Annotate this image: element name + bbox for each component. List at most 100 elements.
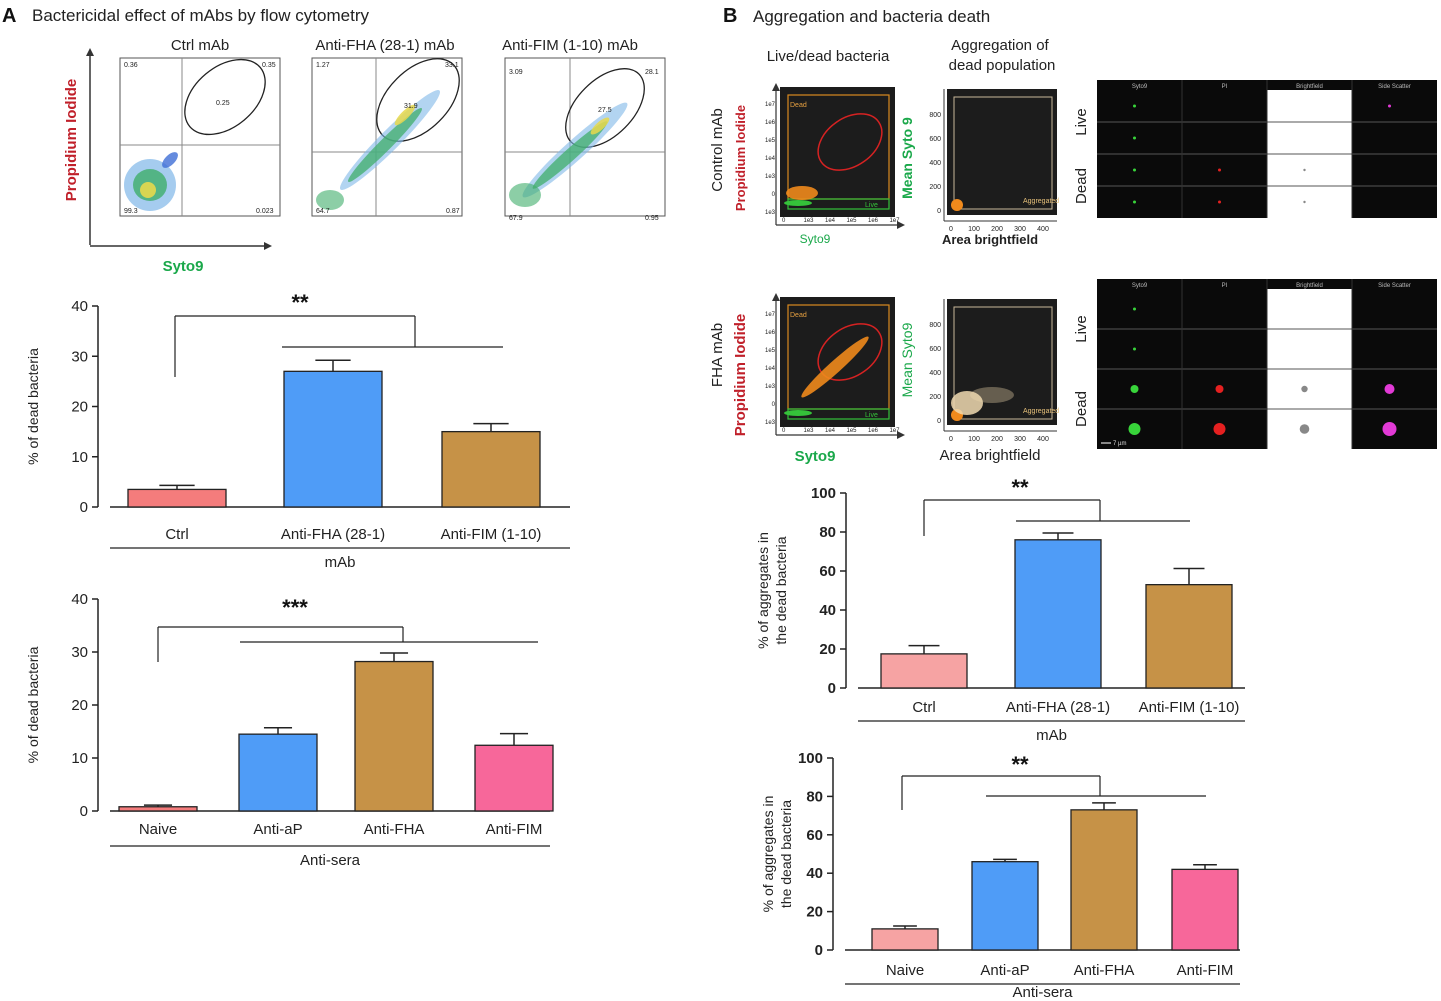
ifc-y-tick: 1e7 <box>765 312 776 318</box>
dead-events <box>786 186 818 200</box>
y-tick-label: 0 <box>80 499 88 516</box>
y-tick-label: 30 <box>71 348 88 365</box>
ifc-x-tick: 0 <box>782 218 786 224</box>
agg-y-label: Mean Syto 9 <box>899 117 915 199</box>
y-tick-label: 80 <box>819 524 836 541</box>
agg-y-tick: 800 <box>929 322 941 329</box>
flow-plot-1-q-lr: 0.023 <box>256 208 274 215</box>
x-axis-label: Anti-sera <box>1012 984 1073 1001</box>
y-axis-label: % of aggregates in the dead bacteria <box>760 796 794 913</box>
image-channel-label: Syto9 <box>1132 84 1148 90</box>
agg-x-tick: 100 <box>968 226 980 233</box>
flow-xlabel: Syto9 <box>163 258 204 275</box>
flow-ylabel: Propidium Iodide <box>63 79 80 202</box>
ifc-x-tick: 1e6 <box>868 428 879 434</box>
y-tick-label: 60 <box>806 827 823 844</box>
image-row-live: Live <box>1073 315 1090 343</box>
syto9-cell <box>1133 168 1136 172</box>
bar-anti-fim-1-10 <box>1145 584 1233 689</box>
significance-marker: ** <box>1011 475 1029 500</box>
ifc-syto-label: Syto9 <box>800 232 831 246</box>
image-channel-label: Brightfield <box>1296 84 1323 90</box>
bar-ctrl <box>127 488 227 508</box>
live-gate-label: Live <box>865 202 878 209</box>
bar-naive <box>118 806 198 812</box>
agg-y-tick: 400 <box>929 370 941 377</box>
flow-plot-3-q-lr: 0.95 <box>645 215 659 222</box>
flow-plot-1-gate: 0.25 <box>216 100 230 107</box>
category-label: Ctrl <box>165 526 188 543</box>
brightfield-cell <box>1299 424 1310 434</box>
bar-anti-fim <box>474 744 554 812</box>
flow-plot-2-q-ul: 1.27 <box>316 62 330 69</box>
ifc-row-2: FHA mAb Propidium Iodide Dead Live 0 1e3 1e4 1e… <box>709 279 1437 465</box>
dead-gate-label: Dead <box>790 102 807 109</box>
ifc-x-tick: 1e5 <box>847 218 858 224</box>
brightfield-cell <box>1303 168 1306 172</box>
ifc-x-tick: 1e3 <box>804 428 815 434</box>
image-channel-label: Side Scatter <box>1378 283 1411 289</box>
agg-x-tick: 0 <box>949 226 953 233</box>
ifc-y-tick: 1e5 <box>765 348 776 354</box>
y-axis-label: % of aggregates in the dead bacteria <box>755 532 789 649</box>
ifc-y-tick: 1e7 <box>765 102 776 108</box>
agg-events-cluster <box>951 391 983 415</box>
agg-y-tick: 200 <box>929 394 941 401</box>
flow-plot-3-events <box>509 102 628 207</box>
image-channel-label: Brightfield <box>1296 283 1323 289</box>
y-tick-label: 20 <box>819 641 836 658</box>
y-tick-label: 0 <box>828 680 836 697</box>
agg-y-tick: 0 <box>937 208 941 215</box>
side-scatter-cell <box>1388 104 1391 108</box>
bar-anti-fha-28-1 <box>283 370 383 508</box>
ifc-x-tick: 1e7 <box>890 218 901 224</box>
aggregation-plot <box>947 89 1057 215</box>
bar-anti-fim-1-10 <box>441 430 541 508</box>
agg-y-tick: 400 <box>929 160 941 167</box>
bar-anti-ap <box>971 861 1039 951</box>
bar-anti-ap <box>238 733 318 812</box>
panel-b-title: Aggregation and bacteria death <box>753 7 990 26</box>
aggregated-gate <box>953 96 1053 210</box>
image-channel-label: Syto9 <box>1132 283 1148 289</box>
ifc-y-tick: 1e4 <box>765 366 776 372</box>
y-tick-label: 20 <box>71 697 88 714</box>
bar-chart-a-antisera: 0 10 20 30 40 % of dead bacteria Naive Anti-aP A… <box>25 591 554 869</box>
ifc-y-tick: 1e5 <box>765 138 776 144</box>
category-label: Anti-FIM (1-10) <box>441 526 542 543</box>
flow-plot-3-gate: 27.5 <box>598 107 612 114</box>
pi-cell <box>1213 423 1226 435</box>
syto9-cell <box>1130 385 1139 393</box>
agg-x-tick: 200 <box>991 226 1003 233</box>
flow-plot-3-q-ll: 67.9 <box>509 215 523 222</box>
syto9-cell <box>1128 423 1141 435</box>
panel-a-title: Bactericidal effect of mAbs by flow cyto… <box>32 6 369 25</box>
flow-plot-1-events <box>124 152 178 211</box>
dead-gate-label: Dead <box>790 312 807 319</box>
y-tick-label: 100 <box>798 750 823 767</box>
side-scatter-cell <box>1382 422 1397 436</box>
agg-events-spread <box>970 387 1014 403</box>
ifc-y-tick: 1e3 <box>765 210 776 216</box>
flow-plot-2-q-lr: 0.87 <box>446 208 460 215</box>
x-axis-label: mAb <box>1036 727 1067 744</box>
category-label: Naive <box>886 962 924 979</box>
y-axis-label: % of dead bacteria <box>25 348 41 465</box>
col-aggregation: Aggregation of dead population <box>949 37 1056 74</box>
agg-y-tick: 800 <box>929 112 941 119</box>
flow-plot-1-q-ll: 99.3 <box>124 208 138 215</box>
agg-x-tick: 400 <box>1037 436 1049 443</box>
flow-plot-2-gate: 31.9 <box>404 103 418 110</box>
ifc-y-tick: 1e3 <box>765 174 776 180</box>
flow-plot-3: 3.09 28.1 67.9 0.95 27.5 <box>504 57 666 222</box>
brightfield-cell <box>1303 200 1306 204</box>
y-tick-label: 0 <box>80 803 88 820</box>
flow-plot-2-events <box>316 90 440 210</box>
imaging-flow-rows: Control mAb Propidium Iodide Dead Live 0 1e3 1… <box>709 80 1437 465</box>
ifc-syto-label: Syto9 <box>795 448 836 465</box>
live-events <box>784 410 812 416</box>
pi-cell <box>1218 168 1221 172</box>
category-label: Anti-FIM (1-10) <box>1139 699 1240 716</box>
agg-x-tick: 300 <box>1014 226 1026 233</box>
